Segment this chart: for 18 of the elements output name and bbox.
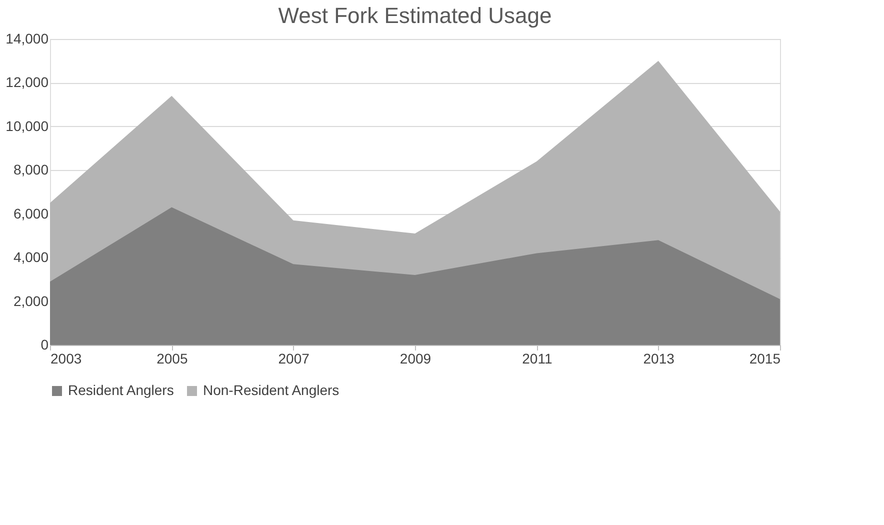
y-tick-label: 2,000 xyxy=(13,292,49,309)
x-tick-label: 2013 xyxy=(643,350,675,366)
x-tick-label: 2011 xyxy=(522,350,552,366)
legend-label: Resident Anglers xyxy=(68,382,174,398)
y-tick-label: 14,000 xyxy=(6,30,49,46)
y-tick-label: 8,000 xyxy=(13,162,49,178)
x-tick-label: 2005 xyxy=(156,350,188,366)
y-tick-label: 10,000 xyxy=(6,118,49,134)
x-tick-label: 2015 xyxy=(749,350,781,366)
y-tick-label: 4,000 xyxy=(13,249,49,266)
x-tick-label: 2009 xyxy=(400,350,432,366)
legend-label: Non-Resident Anglers xyxy=(203,382,340,398)
y-tick-label: 6,000 xyxy=(13,205,49,222)
x-tick-label: 2003 xyxy=(50,350,82,366)
chart-title: West Fork Estimated Usage xyxy=(278,3,552,28)
y-tick-label: 12,000 xyxy=(6,74,49,90)
x-tick-label: 2007 xyxy=(278,350,310,366)
y-tick-label: 0 xyxy=(40,336,49,352)
